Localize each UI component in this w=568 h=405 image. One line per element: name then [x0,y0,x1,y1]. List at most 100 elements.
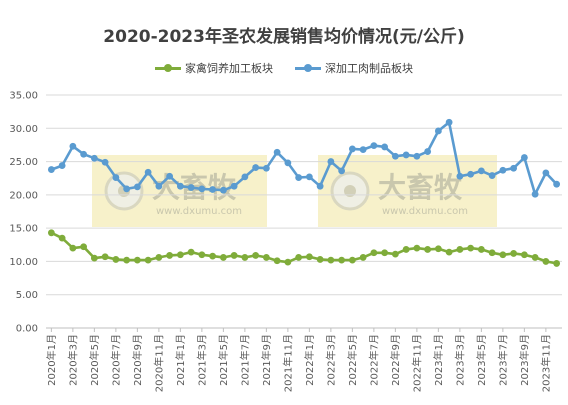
data-point [402,246,410,253]
x-tick-label: 2020年9月 [131,334,144,386]
data-point [370,142,378,149]
x-tick-label: 2020年11月 [152,334,165,392]
x-tick-label: 2023年11月 [539,334,552,392]
data-point [219,254,227,261]
data-point [209,186,217,193]
legend-item-series-1[interactable]: 家禽饲养加工板块 [155,60,273,76]
data-point [402,151,410,159]
data-point [230,182,238,190]
data-point [187,184,195,191]
x-tick-label: 2022年5月 [346,334,359,386]
series-1 [47,229,561,267]
data-point [467,244,475,252]
x-tick-label: 2023年9月 [518,334,531,386]
data-point [241,254,249,261]
x-tick-label: 2023年1月 [432,334,445,386]
legend-item-series-2[interactable]: 深加工肉制品板块 [295,60,413,76]
data-point [445,118,453,126]
data-point [284,159,292,167]
x-tick-label: 2021年9月 [260,334,273,386]
y-tick-label: 25.00 [9,157,38,168]
x-tick-label: 2021年3月 [195,334,208,386]
data-point [542,258,550,265]
data-point [198,251,206,259]
data-point [219,186,227,194]
data-point [273,148,281,156]
data-point [90,254,98,262]
data-point [553,260,561,267]
data-point [510,164,518,172]
data-point [295,254,303,261]
data-point [80,243,88,251]
data-point [542,169,550,177]
data-point [144,168,152,176]
data-point [252,164,260,171]
x-tick-label: 2023年3月 [453,334,466,386]
y-tick-label: 30.00 [9,124,38,135]
legend-label-series-1: 家禽饲养加工板块 [185,62,273,75]
watermark-text: 大畜牧 [378,171,463,204]
data-point [305,253,313,261]
data-point [262,254,270,261]
y-tick-label: 10.00 [9,257,38,268]
data-point [295,174,303,181]
data-point [531,190,539,198]
data-point [531,254,539,261]
data-point [499,251,507,259]
y-tick-label: 20.00 [9,190,38,201]
data-point [348,145,356,153]
data-point [499,166,507,174]
data-point [413,152,421,160]
data-point [456,172,464,180]
data-point [553,180,561,188]
data-point [445,248,453,256]
legend: 家禽饲养加工板块 深加工肉制品板块 [0,60,568,76]
x-tick-label: 2023年7月 [496,334,509,386]
data-point [144,256,152,264]
data-point [381,143,389,151]
data-point [101,253,109,261]
data-point [69,142,77,150]
data-point [133,256,141,264]
data-point [327,256,335,264]
data-point [241,173,249,181]
data-point [477,246,485,253]
data-point [90,154,98,162]
data-point [166,172,174,180]
x-tick-label: 2021年7月 [238,334,251,386]
data-point [370,249,378,257]
data-point [434,245,442,253]
x-tick-label: 2022年7月 [367,334,380,386]
data-point [209,252,217,260]
data-point [262,164,270,172]
x-tick-label: 2020年3月 [66,334,79,386]
x-tick-label: 2021年1月 [174,334,187,386]
y-tick-label: 0.00 [16,324,38,335]
y-tick-label: 35.00 [9,91,38,102]
data-point [252,252,260,259]
data-point [47,166,55,173]
y-tick-label: 5.00 [16,290,38,301]
data-point [69,244,77,252]
data-point [391,152,399,160]
data-point [467,170,475,178]
x-tick-label: 2020年7月 [109,334,122,386]
data-point [348,256,356,264]
data-point [47,229,55,237]
data-point [488,249,496,257]
data-point [155,254,163,261]
data-point [510,250,518,257]
data-point [187,248,195,256]
legend-swatch-series-1 [155,63,181,73]
data-point [112,256,120,263]
watermark-2: 大畜牧 www.dxumu.com [318,155,497,227]
data-point [391,250,399,258]
data-point [327,158,335,165]
data-point [338,256,346,264]
data-point [176,251,184,259]
legend-swatch-series-2 [295,63,321,73]
data-point [424,246,432,253]
